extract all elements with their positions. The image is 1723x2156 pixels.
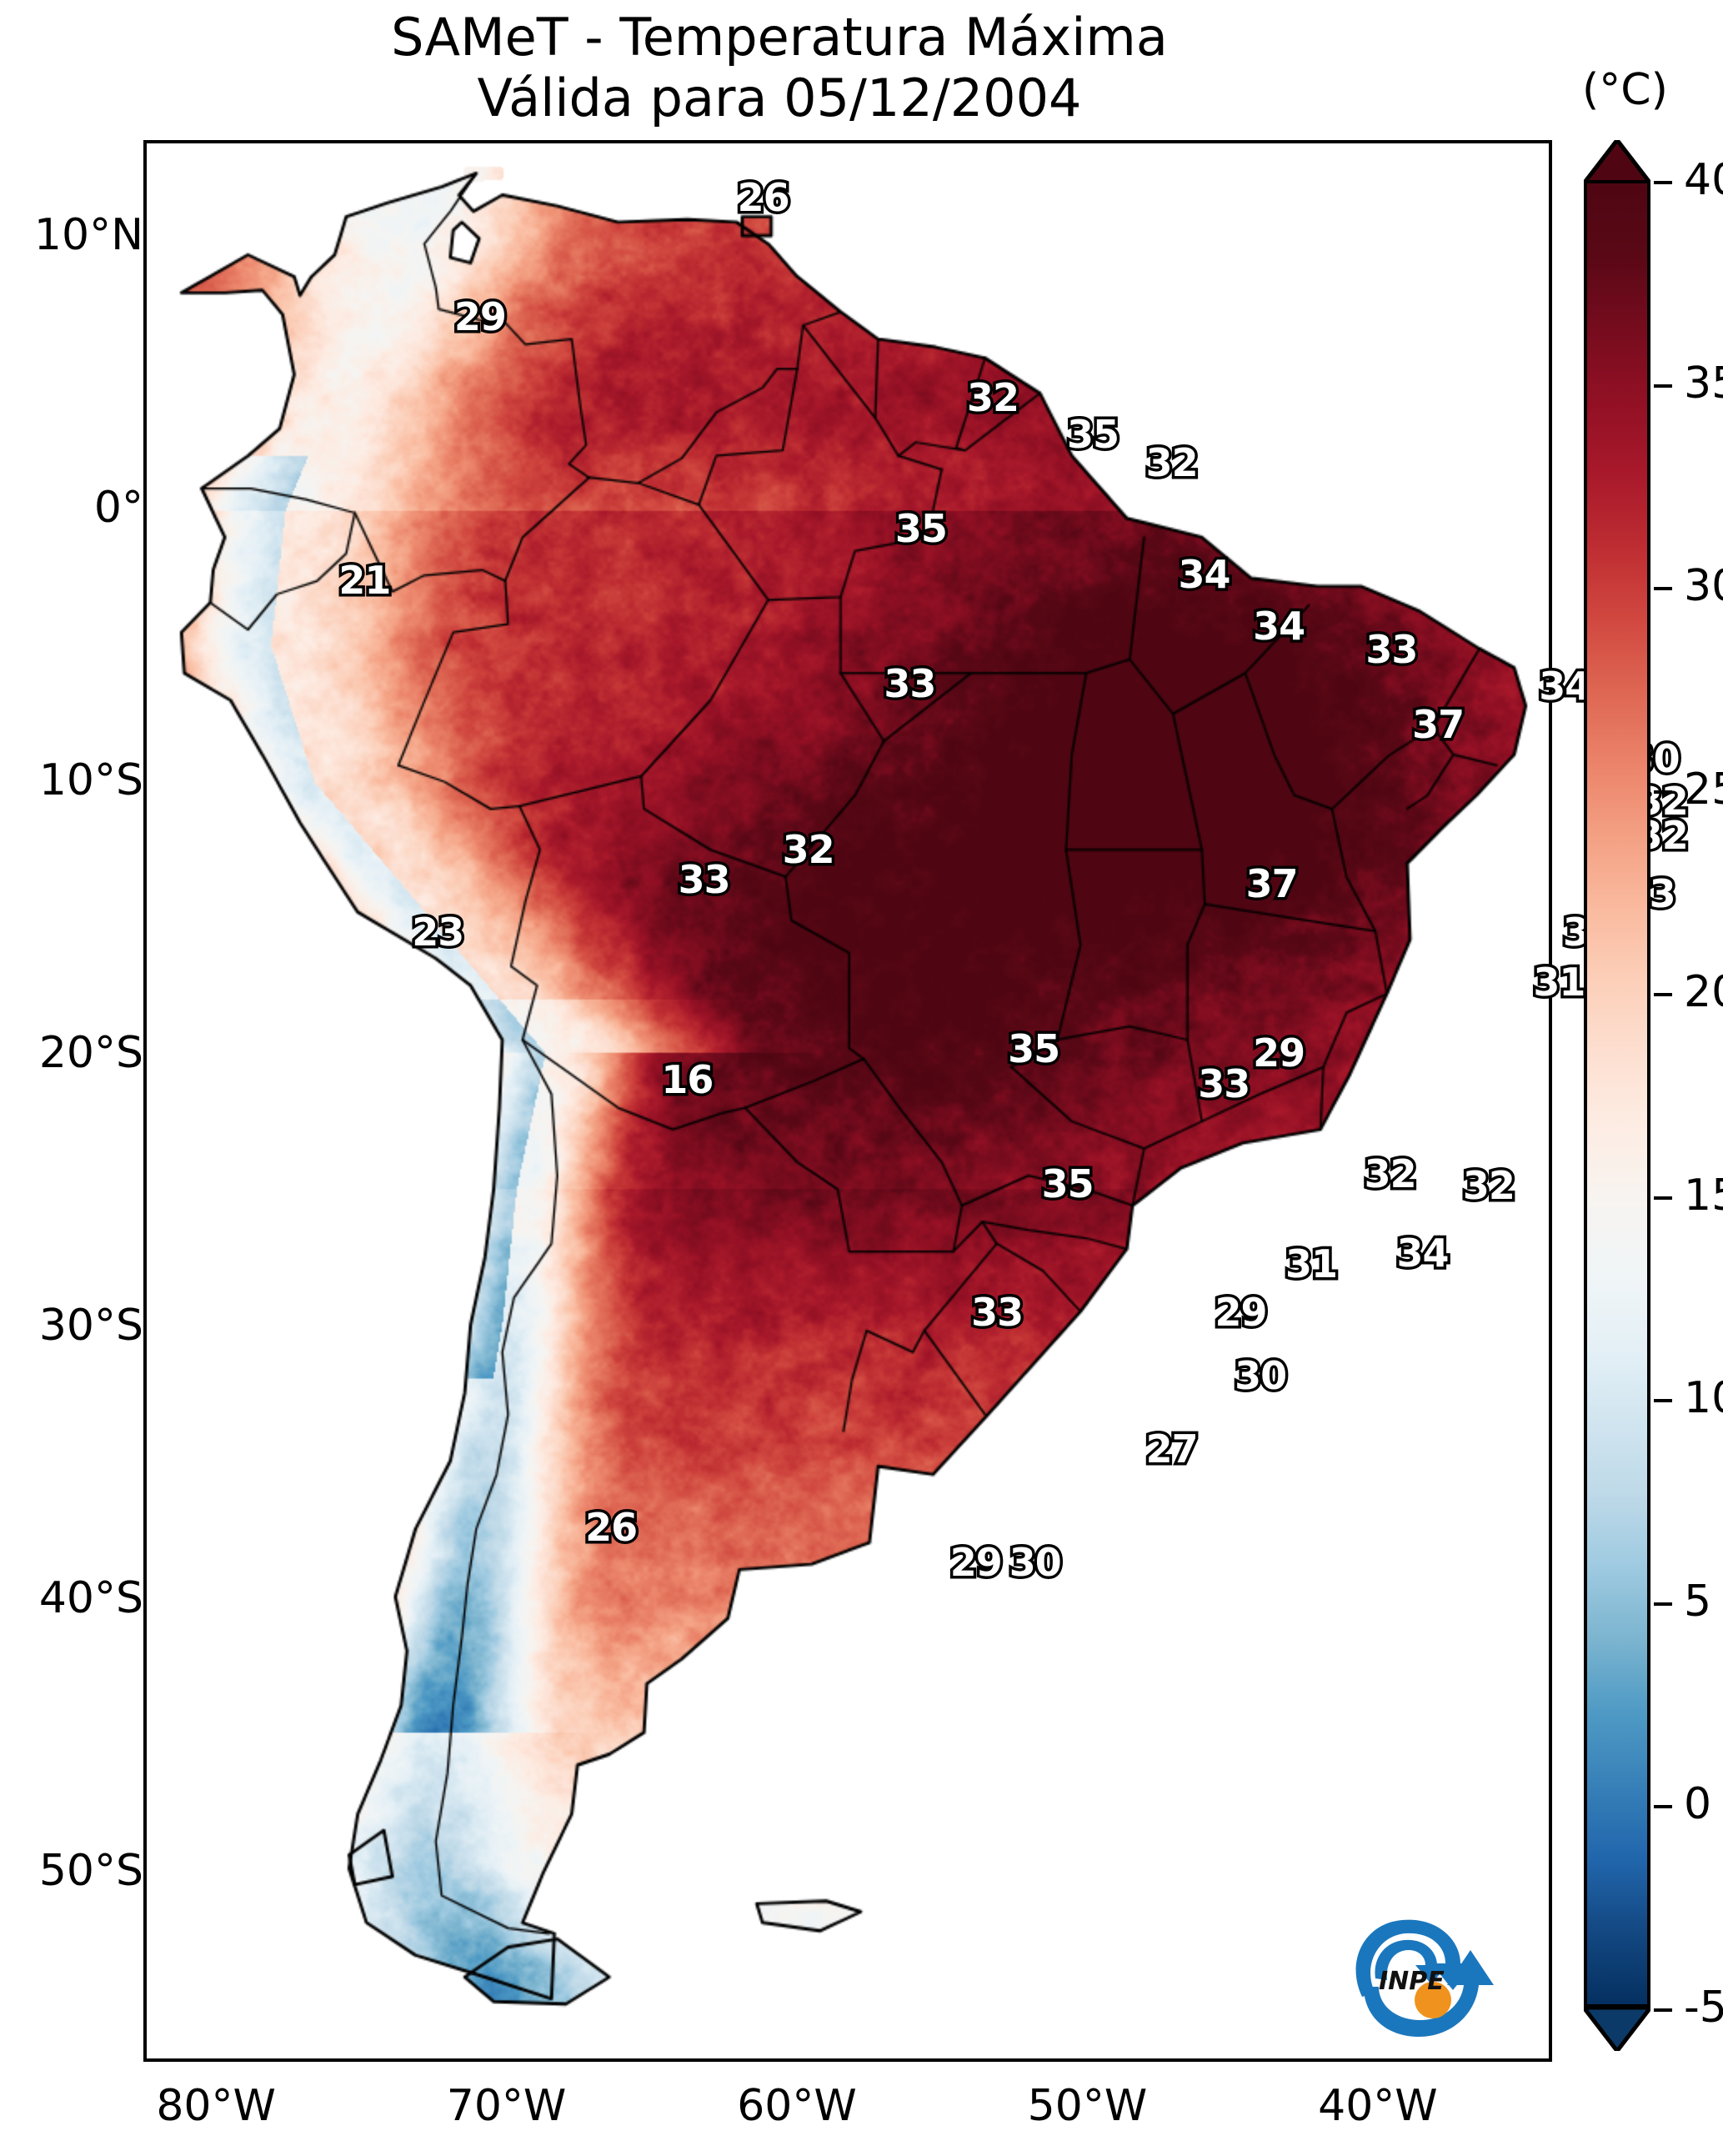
temperature-value-label: 27 [1143, 1423, 1201, 1474]
colorbar-tick-label: 5 [1654, 1577, 1723, 1627]
temperature-value-label: 30 [1232, 1351, 1290, 1401]
temperature-value-label: 33 [1363, 624, 1421, 674]
temperature-value-label: 32 [1361, 1149, 1420, 1200]
temperature-value-label: 30 [1006, 1537, 1064, 1587]
colorbar-tick-label: 15 [1654, 1171, 1723, 1221]
colorbar-bottom-arrow [1584, 2008, 1650, 2051]
y-axis-tick-label: 10°N [33, 210, 143, 261]
temperature-value-label: 34 [1175, 549, 1234, 599]
temperature-value-label: 32 [1460, 1160, 1518, 1211]
temperature-value-label: 35 [1064, 409, 1123, 459]
temperature-value-label: 26 [734, 173, 793, 223]
colorbar-tick-label: 0 [1654, 1779, 1723, 1829]
colorbar-tick-label: 40 [1654, 155, 1723, 205]
x-axis-tick-label: 40°W [1318, 2081, 1438, 2131]
temperature-value-label: 32 [779, 824, 838, 875]
temperature-value-label: 33 [675, 855, 734, 905]
colorbar-tick-label: 35 [1654, 358, 1723, 409]
y-axis-tick-label: 20°S [38, 1028, 143, 1079]
y-axis-tick-label: 30°S [38, 1301, 143, 1351]
colorbar-tick-label: 10 [1654, 1373, 1723, 1423]
chart-title: SAMeT - Temperatura Máxima Válida para 0… [0, 7, 1559, 128]
colorbar-tick-label: 30 [1654, 561, 1723, 611]
inpe-logo: INPE [1355, 1919, 1494, 2037]
temperature-value-label: 33 [969, 1287, 1027, 1338]
colorbar-unit-label: (°C) [1582, 65, 1668, 115]
temperature-value-label: 29 [1250, 1027, 1309, 1078]
colorbar-gradient-body [1584, 180, 1650, 2008]
colorbar[interactable]: 40 35 30 25 20 15 10 5 0 -5 [1584, 140, 1723, 2062]
colorbar-tick-label: 20 [1654, 967, 1723, 1017]
temperature-value-label: 33 [881, 659, 939, 709]
temperature-value-label: 23 [409, 906, 468, 957]
y-axis-tick-label: 50°S [38, 1846, 143, 1897]
temperature-value-label: 31 [1282, 1239, 1340, 1290]
temperature-value-label: 33 [1195, 1058, 1254, 1109]
inpe-logo-text: INPE [1379, 1967, 1445, 1996]
temperature-value-label: 31 [1530, 956, 1589, 1007]
y-axis-tick-label: 0° [93, 483, 143, 534]
temperature-value-label: 35 [1039, 1158, 1097, 1209]
temperature-value-label: 32 [1143, 438, 1201, 489]
temperature-value-label: 29 [1212, 1287, 1270, 1338]
temperature-value-label: 29 [451, 292, 509, 343]
colorbar-tick-label: -5 [1654, 1983, 1723, 2033]
map-plot-area[interactable]: INPE [143, 140, 1552, 2062]
title-line-1: SAMeT - Temperatura Máxima [391, 7, 1168, 68]
temperature-value-label: 34 [1394, 1227, 1452, 1278]
temperature-value-label: 37 [1243, 859, 1301, 910]
x-axis-tick-label: 60°W [737, 2081, 857, 2131]
temperature-value-label: 16 [659, 1055, 717, 1106]
x-axis-tick-label: 50°W [1027, 2081, 1148, 2131]
colorbar-top-arrow [1584, 140, 1650, 183]
temperature-value-label: 26 [583, 1502, 641, 1553]
x-axis-tick-label: 80°W [156, 2081, 276, 2131]
x-axis-tick-label: 70°W [446, 2081, 567, 2131]
temperature-value-label: 37 [1410, 699, 1468, 750]
colorbar-tick-label: 25 [1654, 765, 1723, 815]
temperature-heatmap [147, 143, 1549, 2058]
y-axis-tick-label: 40°S [38, 1573, 143, 1624]
y-axis-tick-label: 10°S [38, 755, 143, 806]
temperature-value-label: 34 [1536, 660, 1595, 711]
temperature-value-label: 32 [964, 372, 1023, 423]
title-line-2: Válida para 05/12/2004 [477, 68, 1082, 129]
temperature-value-label: 35 [892, 503, 950, 554]
temperature-value-label: 34 [1250, 601, 1309, 652]
temperature-value-label: 35 [1005, 1024, 1064, 1075]
temperature-value-label: 29 [947, 1537, 1005, 1587]
temperature-value-label: 21 [336, 554, 394, 605]
